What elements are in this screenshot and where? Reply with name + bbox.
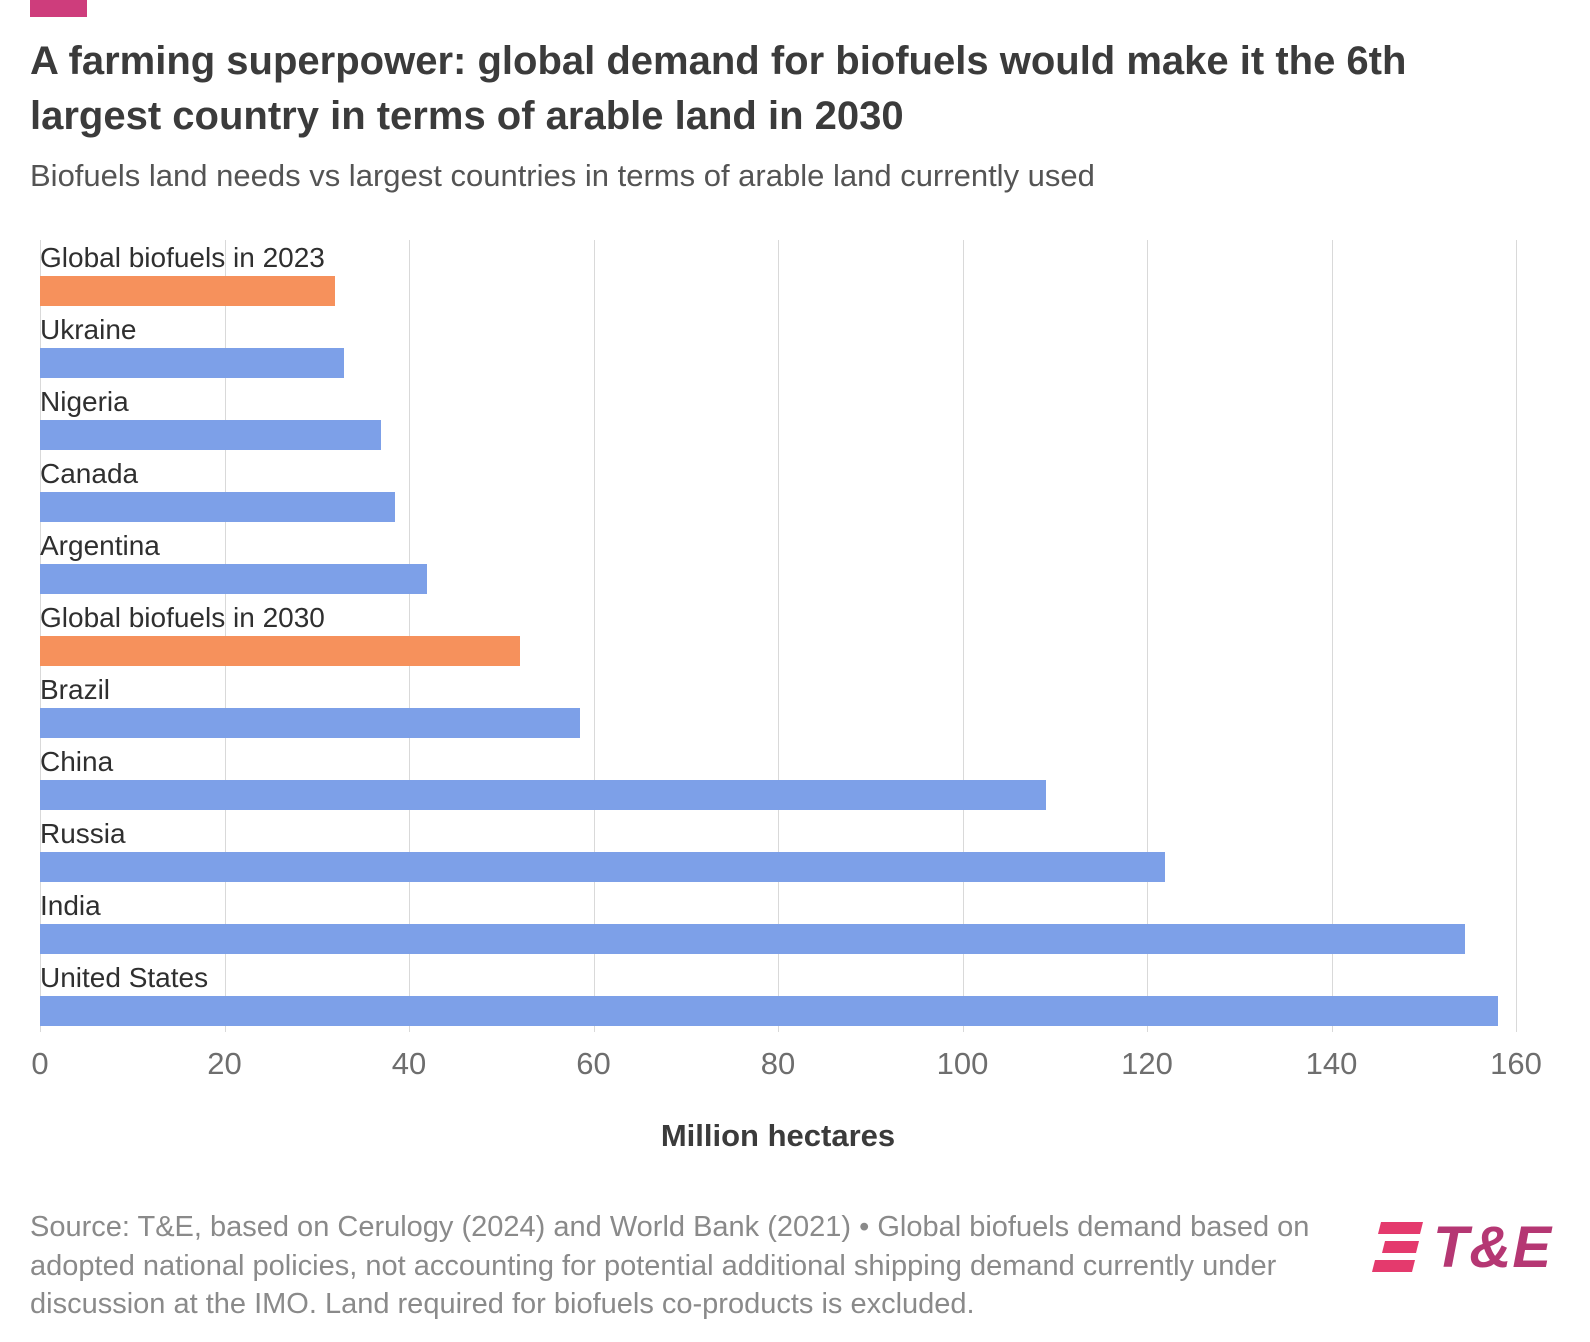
source-note: Source: T&E, based on Cerulogy (2024) an… [30,1211,1310,1321]
bar-label: China [40,746,114,777]
chart-row: Nigeria [40,384,1516,456]
chart-row: Global biofuels in 2030 [40,600,1516,672]
x-tick-label: 0 [31,1046,49,1081]
gridline [1331,240,1333,1032]
chart-title: A farming superpower: global demand for … [30,39,1407,139]
x-tick-label: 60 [576,1046,611,1081]
chart-row: India [40,888,1516,960]
chart-subtitle: Biofuels land needs vs largest countries… [30,158,1095,194]
x-axis-label: Million hectares [660,1118,896,1153]
bar-label: Nigeria [40,386,129,417]
chart-row: China [40,744,1516,816]
bar-label: India [40,890,101,921]
bar [40,708,580,738]
brand-accent-block [30,0,87,17]
chart-row: Canada [40,456,1516,528]
bar [40,492,396,522]
bar-label: United States [40,962,209,993]
x-tick-label: 20 [207,1046,242,1081]
gridline [1147,240,1148,1032]
bar [40,420,382,450]
gridline [593,240,595,1032]
bar [40,348,345,378]
x-axis: 0 20 40 60 80 100 120 140 160 [31,1046,1541,1090]
chart-row: Brazil [40,672,1516,744]
chart-row: Argentina [40,528,1516,600]
te-logo: T&E [1371,1214,1552,1281]
bar [40,636,520,666]
gridline [778,240,779,1032]
x-tick-label: 80 [760,1046,796,1081]
chart-row: United States [40,960,1516,1032]
bar-label: Global biofuels in 2023 [40,242,325,273]
bar-label: Argentina [40,530,160,561]
x-tick-label: 40 [391,1046,427,1081]
gridline [962,240,964,1032]
chart-row: Global biofuels in 2023 [40,240,1516,312]
x-tick-label: 100 [936,1046,989,1081]
bar-label: Brazil [40,674,111,705]
bar [40,996,1498,1026]
plot-area: Global biofuels in 2023 Ukraine Nigeria Can… [40,240,1517,1032]
x-tick-label: 120 [1121,1046,1173,1081]
x-tick-label: 140 [1305,1046,1358,1081]
bar [40,564,428,594]
gridline [1516,240,1517,1032]
bar [40,852,1166,882]
chart-row: Russia [40,816,1516,888]
bar-label: Global biofuels in 2030 [40,602,325,633]
footer: Source: T&E, based on Cerulogy (2024) an… [30,1208,1570,1324]
bar-label: Ukraine [40,314,137,345]
x-tick-label: 160 [1490,1046,1542,1081]
bar-chart: Global biofuels in 2023 Ukraine Nigeria Can… [31,240,1542,1154]
bar-label: Canada [40,458,139,489]
bar-rows: Global biofuels in 2023 Ukraine Nigeria Can… [40,240,1516,1032]
chart-row: Ukraine [40,312,1516,384]
bar [40,276,336,306]
bar [40,924,1466,954]
te-logo-stripes-icon [1372,1221,1423,1272]
te-logo-text: T&E [1433,1215,1552,1280]
chart-header: A farming superpower: global demand for … [30,34,1550,194]
bar [40,780,1046,810]
bar-label: Russia [40,818,126,849]
